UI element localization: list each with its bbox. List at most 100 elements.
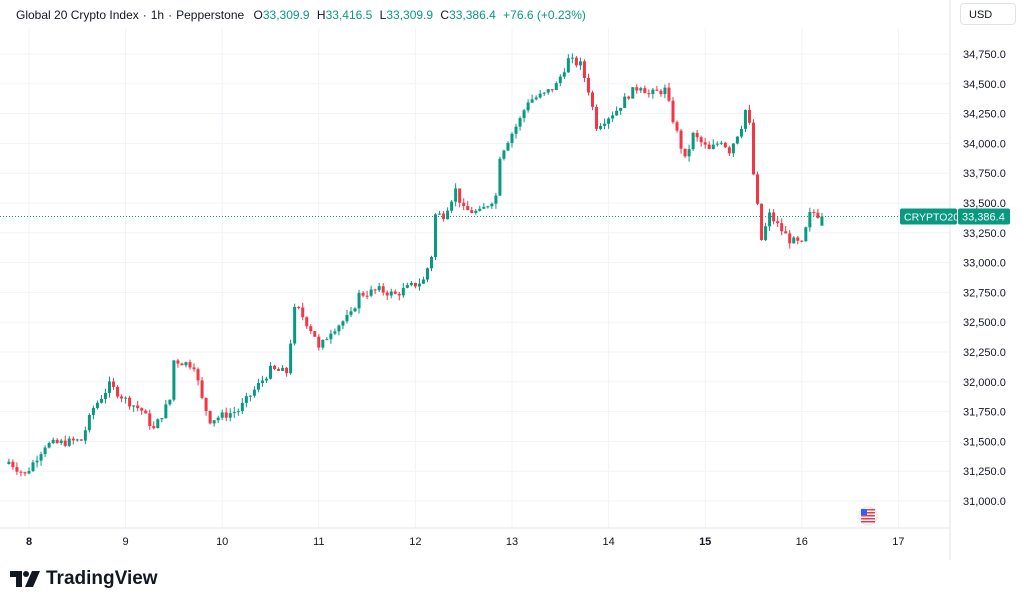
change-value: +76.6 (+0.23%) (503, 8, 586, 22)
candle-body (285, 367, 289, 374)
tradingview-logo-icon (10, 571, 40, 587)
candle-body (397, 293, 401, 296)
candle-body (67, 438, 71, 446)
candle-body (558, 76, 562, 84)
candle-body (647, 93, 651, 95)
candle-body (462, 202, 466, 207)
candle-body (788, 233, 792, 244)
candle-body (31, 462, 35, 472)
candle-body (784, 231, 788, 234)
candle-body (216, 417, 220, 421)
x-tick-label: 12 (409, 536, 421, 548)
candle-body (667, 87, 671, 101)
candle-body (99, 398, 103, 403)
candle-body (369, 289, 373, 296)
candle-body (526, 102, 530, 111)
candle-body (591, 92, 594, 107)
candle-body (83, 430, 87, 441)
candle-body (595, 106, 599, 129)
interval[interactable]: 1h (150, 8, 165, 22)
candle-body (112, 381, 116, 387)
candle-body (212, 420, 216, 424)
price-chart[interactable]: 31,000.0 31,250.0 31,500.0 31,750.0 32,000.0… (0, 0, 1024, 560)
candle-body (607, 118, 611, 124)
candle-body (530, 99, 534, 103)
candle-body (631, 87, 635, 99)
candle-body (401, 287, 405, 296)
candle-body (180, 363, 184, 366)
symbol-name[interactable]: Global 20 Crypto Index (16, 8, 139, 22)
y-tick-label: 31,000.0 (963, 496, 1006, 508)
x-tick-label: 14 (602, 536, 614, 548)
candle-body (172, 360, 176, 400)
brand-name: TradingView (46, 568, 158, 589)
candle-body (796, 237, 800, 241)
candle-body (792, 237, 796, 244)
candle-body (731, 143, 735, 154)
candle-body (514, 126, 518, 134)
candle-body (522, 110, 526, 119)
candle-body (430, 257, 433, 269)
candle-body (232, 412, 236, 414)
candle-body (208, 410, 212, 424)
candle-body (27, 471, 31, 474)
candle-body (23, 472, 27, 474)
candle-body (164, 404, 168, 419)
tradingview-logo[interactable]: TradingView (10, 568, 158, 590)
candle-body (313, 331, 317, 337)
candle-body (248, 395, 252, 397)
candle-body (377, 286, 381, 291)
candle-body (264, 378, 268, 381)
currency-selector[interactable]: USD (960, 3, 1016, 25)
candle-body (470, 210, 474, 213)
candle-body (442, 213, 446, 220)
candle-body (478, 208, 482, 211)
candle-body (59, 440, 63, 443)
candle-body (365, 295, 369, 297)
x-tick-label: 11 (313, 536, 324, 548)
candle-body (739, 128, 743, 137)
candle-body (574, 57, 578, 66)
y-tick-label: 33,250.0 (963, 228, 1006, 240)
candle-body (325, 339, 329, 341)
candle-body (413, 282, 417, 287)
candle-body (15, 467, 19, 472)
candle-body (663, 87, 667, 95)
candle-body (152, 426, 156, 429)
candle-body (43, 447, 47, 455)
candle-body (128, 397, 132, 407)
low-value: 33,309.9 (386, 8, 434, 22)
candle-body (703, 142, 707, 145)
us-flag-event-icon[interactable] (858, 506, 878, 526)
candle-body (550, 89, 554, 91)
candle-body (619, 107, 623, 111)
candle-body (756, 174, 760, 204)
candle-body (458, 188, 462, 203)
close-value: 33,386.4 (449, 8, 496, 22)
candle-body (87, 414, 91, 431)
candle-body (120, 396, 124, 399)
candle-body (490, 203, 494, 207)
candle-body (800, 240, 804, 242)
candle-body (534, 97, 538, 100)
candle-body (723, 142, 727, 148)
last-price-tag (958, 208, 1010, 225)
open-value: 33,309.9 (262, 8, 310, 22)
candle-body (679, 130, 683, 149)
candle-body (554, 83, 558, 90)
candle-body (116, 386, 120, 397)
x-tick-label: 17 (892, 536, 904, 548)
candle-body (236, 411, 240, 413)
data-source: Pepperstone (176, 8, 245, 22)
candle-body (627, 96, 631, 99)
candle-body (450, 201, 454, 211)
candle-body (47, 443, 51, 448)
candle-body (546, 89, 550, 93)
candle-body (317, 336, 321, 348)
candle-body (196, 369, 200, 381)
candle-body (124, 397, 128, 399)
candle-body (309, 326, 313, 332)
candle-body (244, 396, 248, 403)
candle-body (389, 291, 393, 296)
candle-body (651, 89, 655, 94)
